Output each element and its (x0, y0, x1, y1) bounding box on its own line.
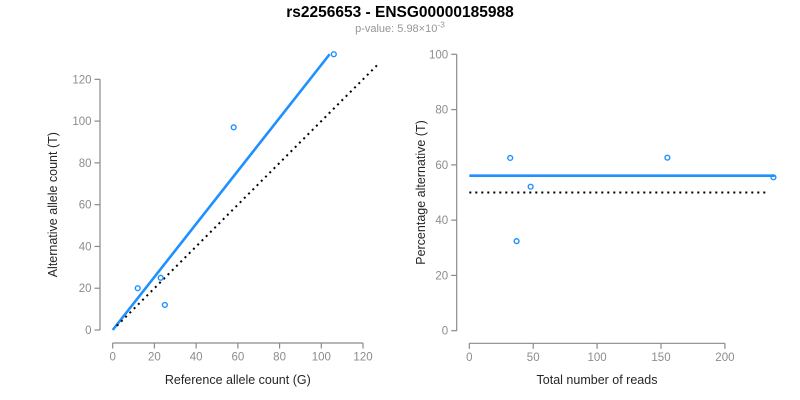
y-tick-label: 60 (79, 200, 92, 212)
data-point (134, 285, 141, 292)
data-point (330, 51, 337, 58)
left-panel: 0 20 40 60 80 100 120 0 20 40 60 80 100 120 Reference … (46, 51, 381, 387)
data-point (664, 154, 671, 161)
p-value-exponent: -3 (437, 19, 445, 30)
x-tick-label: 60 (231, 352, 244, 364)
data-point (770, 174, 777, 181)
x-tick-label: 0 (109, 352, 115, 364)
x-tick-label: 50 (527, 352, 540, 364)
page-title: rs2256653 - ENSG00000185988 (286, 4, 514, 21)
x-tick-label: 100 (312, 352, 331, 364)
x-tick-label: 120 (353, 352, 372, 364)
x-axis-title: Reference allele count (G) (165, 373, 311, 387)
identity-line (116, 61, 381, 327)
x-tick-label: 40 (190, 352, 203, 364)
p-value-base: p-value: 5.98×10 (355, 23, 438, 35)
y-tick-label: 0 (442, 326, 448, 338)
y-tick-label: 40 (435, 215, 448, 227)
data-point (513, 238, 520, 245)
data-point (230, 124, 237, 131)
x-tick-label: 20 (148, 352, 161, 364)
x-tick-label: 150 (651, 352, 670, 364)
data-point (507, 154, 514, 162)
y-tick-label: 120 (72, 74, 91, 86)
y-tick-label: 20 (79, 283, 92, 295)
x-tick-label: 80 (273, 352, 286, 364)
y-tick-label: 80 (435, 105, 448, 117)
regression-line (111, 53, 331, 331)
y-tick-label: 60 (435, 160, 448, 172)
right-panel: 0 50 100 150 200 0 20 40 60 80 100 Total number of … (414, 49, 777, 387)
x-axis-title: Total number of reads (537, 373, 658, 387)
x-tick-label: 0 (466, 352, 472, 364)
y-tick-label: 80 (79, 158, 92, 170)
y-tick-label: 20 (435, 270, 448, 282)
y-axis-title: Alternative allele count (T) (46, 132, 60, 277)
y-tick-label: 100 (429, 49, 448, 61)
data-point (161, 301, 168, 309)
x-tick-label: 200 (715, 352, 734, 364)
data-point (527, 183, 534, 190)
data-point (157, 274, 164, 281)
y-tick-label: 100 (72, 116, 91, 128)
y-tick-label: 0 (85, 325, 91, 337)
y-axis-title: Percentage alternative (T) (414, 120, 428, 265)
y-tick-label: 40 (79, 241, 92, 253)
p-value-subtitle: p-value: 5.98×10-3 (0, 20, 800, 35)
x-tick-label: 100 (588, 352, 607, 364)
